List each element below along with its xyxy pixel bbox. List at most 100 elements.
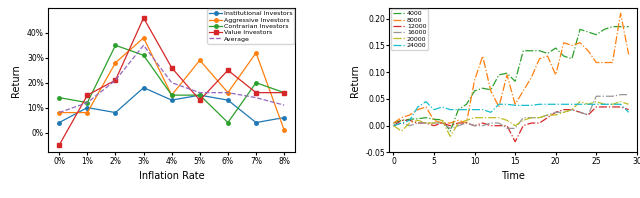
16000 [495, 122, 503, 124]
8000 [625, 53, 632, 56]
24000 [560, 103, 568, 106]
20000 [487, 116, 495, 119]
24000 [503, 103, 511, 106]
8000 [584, 50, 592, 52]
20000 [593, 100, 600, 103]
16000 [625, 93, 632, 96]
Line: Aggressive Investors: Aggressive Investors [58, 36, 286, 132]
4000 [390, 122, 397, 124]
16000 [422, 122, 429, 124]
4000 [593, 33, 600, 36]
4000 [568, 58, 576, 60]
12000 [520, 125, 527, 127]
24000 [495, 103, 503, 106]
4000 [527, 50, 535, 52]
4000 [544, 52, 552, 55]
24000 [625, 111, 632, 113]
Value Investors [140, 17, 147, 19]
4000 [600, 28, 608, 30]
20000 [552, 114, 559, 116]
12000 [430, 125, 438, 127]
16000 [536, 116, 543, 119]
12000 [552, 111, 559, 113]
24000 [438, 106, 446, 108]
4000 [438, 119, 446, 121]
Value Investors [224, 69, 232, 71]
8000 [552, 74, 559, 76]
Institutional Investors [140, 87, 147, 89]
4000 [414, 118, 422, 120]
12000 [479, 122, 486, 124]
8000 [471, 79, 479, 81]
Aggressive Investors [224, 91, 232, 94]
16000 [406, 125, 413, 127]
Value Investors [168, 67, 175, 69]
20000 [454, 122, 462, 124]
Value Investors [280, 91, 288, 94]
Line: Institutional Investors: Institutional Investors [58, 86, 286, 124]
20000 [438, 119, 446, 122]
Line: Average: Average [60, 45, 284, 113]
8000 [479, 55, 486, 57]
16000 [511, 127, 519, 129]
X-axis label: Inflation Rate: Inflation Rate [139, 171, 205, 181]
24000 [520, 104, 527, 107]
16000 [414, 122, 422, 124]
24000 [568, 103, 576, 106]
20000 [463, 119, 470, 122]
8000 [463, 122, 470, 124]
20000 [625, 103, 632, 106]
8000 [617, 12, 625, 14]
Average [111, 79, 119, 81]
16000 [390, 125, 397, 127]
4000 [479, 87, 486, 89]
16000 [544, 114, 552, 116]
Value Investors [83, 94, 91, 96]
Contrarian Investors [111, 44, 119, 47]
Contrarian Investors [83, 101, 91, 104]
20000 [446, 135, 454, 138]
12000 [397, 119, 405, 122]
24000 [600, 103, 608, 106]
16000 [438, 122, 446, 124]
12000 [536, 122, 543, 124]
Average [56, 111, 63, 114]
8000 [397, 116, 405, 119]
12000 [406, 119, 413, 122]
Average [280, 104, 288, 106]
Institutional Investors [168, 99, 175, 101]
Line: Contrarian Investors: Contrarian Investors [58, 44, 286, 124]
16000 [463, 122, 470, 124]
8000 [544, 55, 552, 57]
12000 [560, 109, 568, 111]
12000 [527, 122, 535, 124]
16000 [560, 111, 568, 113]
Contrarian Investors [56, 96, 63, 99]
4000 [520, 50, 527, 52]
Contrarian Investors [280, 91, 288, 94]
20000 [617, 100, 625, 103]
24000 [390, 125, 397, 127]
24000 [479, 109, 486, 111]
Y-axis label: Return: Return [12, 64, 21, 97]
20000 [609, 103, 616, 106]
12000 [438, 122, 446, 124]
20000 [495, 116, 503, 119]
4000 [536, 50, 543, 52]
24000 [454, 109, 462, 111]
8000 [487, 90, 495, 92]
4000 [454, 109, 462, 111]
Aggressive Investors [140, 37, 147, 39]
20000 [536, 116, 543, 119]
Value Investors [111, 79, 119, 81]
24000 [406, 119, 413, 122]
4000 [552, 47, 559, 49]
8000 [503, 74, 511, 76]
16000 [471, 125, 479, 127]
12000 [584, 114, 592, 116]
Line: Value Investors: Value Investors [58, 16, 286, 147]
16000 [487, 122, 495, 124]
4000 [625, 26, 632, 28]
12000 [593, 106, 600, 108]
Institutional Investors [83, 106, 91, 109]
